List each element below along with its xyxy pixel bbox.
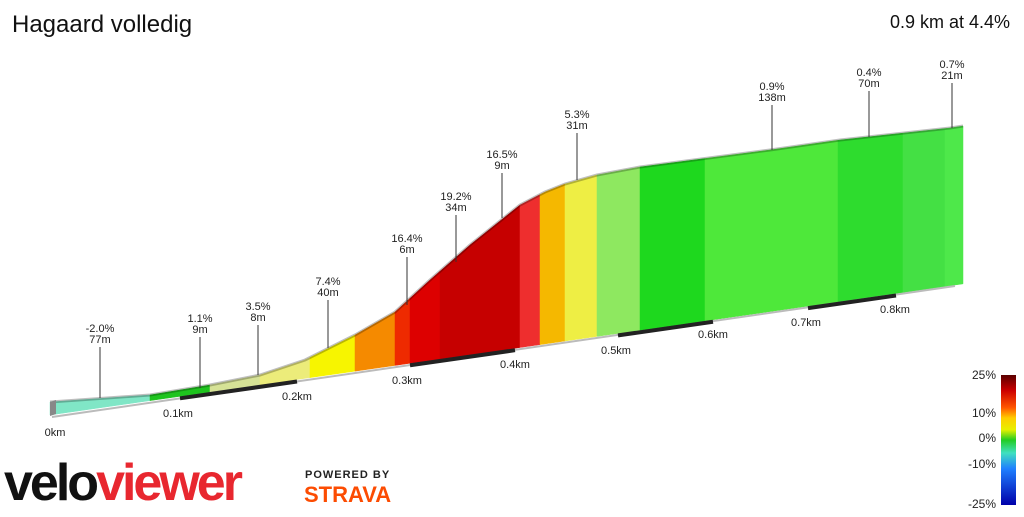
- distance-label: 0.6km: [698, 329, 728, 341]
- legend-label: 25%: [972, 368, 996, 382]
- profile-strip: [354, 311, 396, 372]
- profile-end: [50, 400, 56, 416]
- length-label: 40m: [317, 287, 338, 299]
- km-bar: [179, 379, 298, 401]
- km-bar: [617, 319, 714, 338]
- km-bar: [409, 348, 516, 368]
- length-label: 70m: [858, 78, 879, 90]
- legend-label: 10%: [972, 406, 996, 420]
- title: Hagaard volledig: [12, 11, 192, 38]
- grade-label: 0.4%: [856, 67, 881, 79]
- legend-label: 0%: [979, 431, 997, 445]
- grade-label: 16.5%: [486, 149, 517, 161]
- length-label: 9m: [494, 160, 509, 172]
- profile-strip: [519, 194, 541, 348]
- length-label: 34m: [445, 202, 466, 214]
- profile-strip: [944, 125, 964, 287]
- profile-strip: [309, 334, 356, 378]
- grade-label: 0.9%: [759, 81, 784, 93]
- length-label: 21m: [941, 70, 962, 82]
- profile-edge: [49, 124, 964, 404]
- profile-strip: [596, 166, 641, 337]
- distance-axis: 0km 0.1km 0.2km 0.3km 0.4km 0.5km 0.6km 0.7km 0.…: [45, 293, 910, 439]
- distance-label: 0.3km: [392, 375, 422, 387]
- powered-by: POWERED BY: [305, 469, 390, 481]
- distance-label: 0.4km: [500, 359, 530, 371]
- grade-label: 0.7%: [939, 59, 964, 71]
- profile-strip: [639, 158, 706, 331]
- grade-label: 19.2%: [440, 191, 471, 203]
- summary: 0.9 km at 4.4%: [890, 12, 1010, 32]
- length-label: 77m: [89, 334, 110, 346]
- km-bar: [807, 293, 897, 311]
- distance-label: 0km: [45, 427, 66, 439]
- profile-strip: [837, 132, 904, 303]
- length-label: 6m: [399, 244, 414, 256]
- profile-strip: [704, 139, 839, 322]
- grade-label: 16.4%: [391, 233, 422, 245]
- length-label: 9m: [192, 324, 207, 336]
- grade-label: -2.0%: [86, 323, 115, 335]
- legend-gradient: [1001, 375, 1016, 505]
- logo: veloviewer: [4, 454, 243, 512]
- legend-label: -25%: [968, 497, 996, 511]
- profile-strip: [439, 204, 521, 360]
- strava: STRAVA: [304, 482, 391, 507]
- logo-viewer: viewer: [96, 454, 243, 512]
- profile-strip: [394, 297, 411, 366]
- legend-label: -10%: [968, 457, 996, 471]
- length-label: 8m: [250, 312, 265, 324]
- logo-velo: velo: [4, 454, 97, 512]
- grade-label: 5.3%: [564, 109, 589, 121]
- profile-strip: [49, 394, 151, 416]
- legend: 25% 10% 0% -10% -25%: [968, 368, 996, 511]
- distance-label: 0.8km: [880, 304, 910, 316]
- grade-label: 7.4%: [315, 276, 340, 288]
- profile-strip: [902, 128, 946, 293]
- profile-strip: [564, 174, 598, 342]
- distance-label: 0.1km: [163, 408, 193, 420]
- length-label: 138m: [758, 92, 786, 104]
- profile-shape: [49, 124, 964, 418]
- distance-label: 0.5km: [601, 345, 631, 357]
- annotations: -2.0%77m1.1%9m3.5%8m7.4%40m16.4%6m19.2%3…: [86, 59, 965, 398]
- grade-label: 3.5%: [245, 301, 270, 313]
- profile-strip: [539, 183, 566, 345]
- distance-label: 0.7km: [791, 317, 821, 329]
- length-label: 31m: [566, 120, 587, 132]
- distance-label: 0.2km: [282, 391, 312, 403]
- profile-strip: [259, 357, 311, 386]
- grade-label: 1.1%: [187, 313, 212, 325]
